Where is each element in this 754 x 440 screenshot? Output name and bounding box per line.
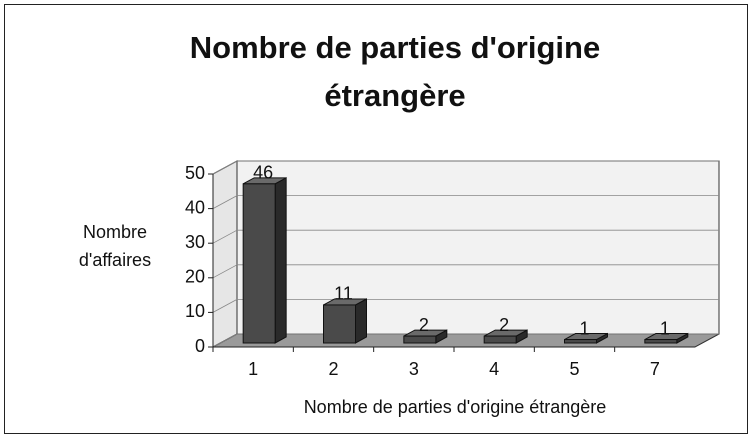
y-tick-label: 40: [185, 197, 205, 217]
x-axis-label: Nombre de parties d'origine étrangère: [303, 397, 607, 417]
value-label: 11: [334, 284, 353, 304]
x-tick-label: 3: [409, 359, 419, 379]
y-tick-label: 50: [185, 163, 205, 183]
x-tick-label: 1: [248, 359, 258, 379]
y-tick-label: 10: [185, 301, 205, 321]
bar: [564, 339, 597, 344]
x-tick-label: 5: [569, 359, 579, 379]
x-tick-label: 2: [328, 359, 338, 379]
grid-line: [212, 299, 238, 313]
value-label: 2: [499, 315, 509, 335]
grid-line: [212, 333, 238, 348]
grid-line: [212, 229, 238, 244]
floor: [212, 333, 720, 348]
chart-title: Nombre de parties d'origine étrangère: [189, 30, 601, 113]
x-tick-label: 4: [489, 359, 499, 379]
bar-side: [274, 176, 287, 344]
bar-side: [355, 298, 367, 344]
grid-line: [212, 195, 238, 209]
y-axis-label: Nombre d'affaires: [78, 222, 152, 270]
value-label: 46: [253, 163, 273, 183]
y-tick-label: 20: [185, 267, 205, 287]
chart-frame: [4, 4, 748, 434]
grid-line: [212, 160, 238, 175]
value-label: 2: [419, 315, 429, 335]
x-tick-label: 7: [650, 359, 660, 379]
y-tick-label: 30: [185, 232, 205, 252]
bar: [644, 339, 678, 344]
back-wall: [236, 160, 720, 335]
bar: [323, 304, 356, 344]
bar: [403, 335, 437, 344]
bar: [242, 183, 276, 344]
bar: [483, 335, 517, 344]
side-wall: [212, 160, 238, 348]
value-label: 1: [660, 318, 670, 338]
y-tick-label: 0: [195, 336, 205, 356]
grid-line: [212, 264, 238, 279]
value-label: 1: [579, 318, 589, 338]
